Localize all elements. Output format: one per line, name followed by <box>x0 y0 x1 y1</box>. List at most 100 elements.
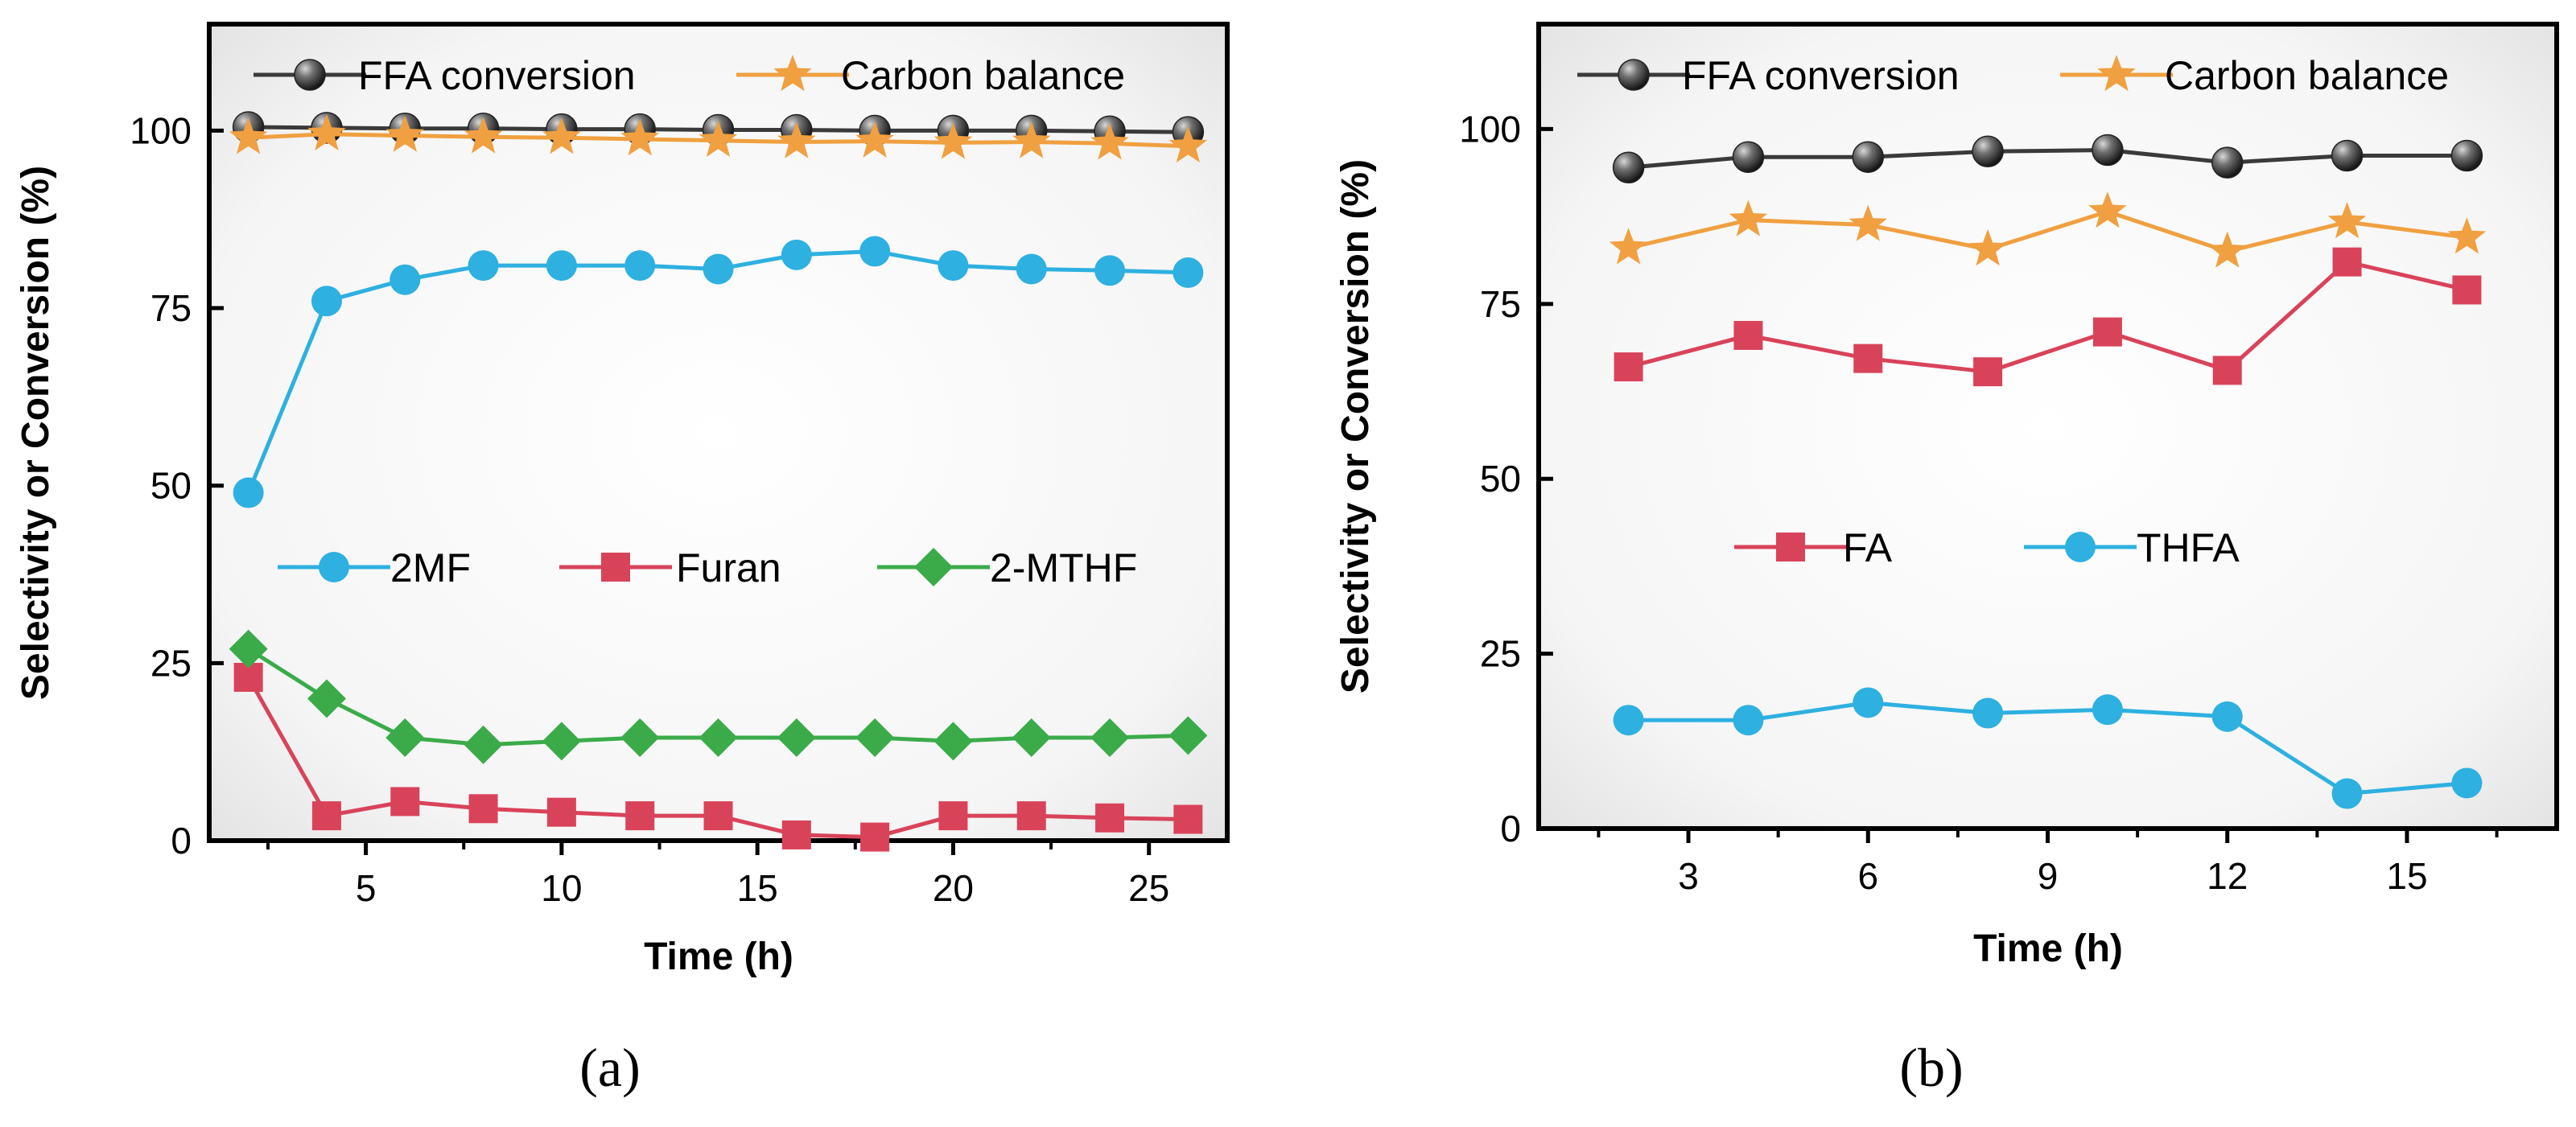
data-point <box>938 250 969 282</box>
y-tick-label: 100 <box>130 109 192 151</box>
x-tick-label: 5 <box>356 867 377 909</box>
data-point <box>1732 141 1765 173</box>
data-point <box>1095 803 1125 833</box>
x-axis-title: Time (h) <box>1973 928 2123 970</box>
x-tick-label: 20 <box>933 867 974 909</box>
data-point <box>468 794 498 824</box>
y-tick-label: 25 <box>150 642 192 684</box>
data-point <box>1612 151 1645 184</box>
legend-marker <box>914 548 953 586</box>
panel-label: (b) <box>1899 1037 1963 1098</box>
legend-marker <box>294 59 326 91</box>
legend-label: 2-MTHF <box>990 545 1137 590</box>
x-tick-label: 15 <box>737 867 778 909</box>
series-line <box>1627 260 2467 374</box>
data-point <box>938 801 968 831</box>
legend-marker <box>1618 59 1650 91</box>
series-line <box>1628 701 2467 796</box>
data-point <box>2092 694 2123 726</box>
y-axis-title: Selectivity or Conversion (%) <box>14 166 57 700</box>
data-point <box>546 250 577 282</box>
data-point <box>385 718 425 758</box>
data-point <box>699 718 738 758</box>
legend-marker <box>2065 532 2096 562</box>
data-point <box>468 250 499 282</box>
x-tick-label: 3 <box>1678 855 1699 897</box>
data-point <box>703 253 734 285</box>
series-carbon-balance <box>229 113 1208 162</box>
data-point <box>1168 125 1208 162</box>
data-point <box>2092 134 2124 167</box>
y-tick-label: 50 <box>150 465 192 507</box>
series-ffa-conversion <box>1612 134 2483 184</box>
data-point <box>1853 343 1883 373</box>
data-point <box>464 725 503 764</box>
data-point <box>1016 253 1047 285</box>
data-point <box>777 718 816 758</box>
data-point <box>1168 716 1208 755</box>
data-point <box>311 801 341 831</box>
data-point <box>1173 257 1204 288</box>
y-tick-label: 50 <box>1480 458 1521 500</box>
data-point <box>1173 804 1203 834</box>
data-point <box>855 718 895 758</box>
data-point <box>2451 767 2483 799</box>
data-point <box>1852 141 1885 173</box>
data-point <box>855 121 894 158</box>
y-axis-title: Selectivity or Conversion (%) <box>1334 159 1377 693</box>
data-point <box>229 629 268 668</box>
data-point <box>1972 135 2004 168</box>
data-point <box>2452 275 2482 305</box>
data-point <box>1094 255 1126 286</box>
data-point <box>464 117 503 154</box>
x-tick-label: 15 <box>2386 855 2427 897</box>
data-point <box>2208 231 2247 268</box>
series-fa <box>1614 247 2482 387</box>
legend-marker <box>1776 533 1805 561</box>
data-point <box>699 120 738 157</box>
y-tick-label: 0 <box>171 820 192 862</box>
data-point <box>1729 199 1768 237</box>
data-point <box>1733 320 1763 350</box>
legend-marker <box>773 55 812 92</box>
x-tick-label: 6 <box>1857 855 1878 897</box>
x-tick-label: 12 <box>2207 855 2248 897</box>
data-point <box>2332 247 2362 277</box>
data-point <box>2331 139 2364 172</box>
y-tick-label: 25 <box>1480 633 1521 675</box>
data-point <box>620 718 660 758</box>
data-point <box>1733 705 1764 736</box>
legend-label: FFA conversion <box>358 53 636 98</box>
series-line <box>1628 148 2467 170</box>
legend-top: FFA conversion Carbon balance <box>253 53 1125 98</box>
data-point <box>1973 357 2003 387</box>
data-point <box>2211 701 2243 732</box>
data-point <box>389 264 421 295</box>
data-point <box>307 679 346 718</box>
legend-label: 2MF <box>390 545 471 590</box>
data-point <box>2450 139 2483 172</box>
plot-frame <box>207 22 1230 843</box>
data-point <box>781 239 812 270</box>
series-carbon-balance <box>1609 191 2487 268</box>
data-point <box>229 117 268 154</box>
legend-marker <box>601 553 630 582</box>
series-line <box>1628 209 2467 254</box>
series-furan <box>233 663 1203 852</box>
legend-label: Furan <box>676 545 781 590</box>
data-point <box>233 477 264 508</box>
data-point <box>1968 229 2007 266</box>
data-point <box>546 797 576 827</box>
data-point <box>2331 778 2363 809</box>
data-point <box>1012 718 1051 758</box>
plot-area <box>209 24 1227 841</box>
y-tick-label: 0 <box>1500 808 1521 849</box>
series-2-mthf <box>229 629 1208 764</box>
chart-panel-a: 0 25 50 75 100 5 10 15 20 25 Time (h) Selectivity o… <box>14 22 1230 1098</box>
data-point <box>2088 191 2127 228</box>
series-thfa <box>1613 687 2483 809</box>
legend-middle: 2MF Furan 2-MTHF <box>278 545 1137 590</box>
data-point <box>1972 697 2004 729</box>
legend-top: FFA conversion Carbon balance <box>1577 53 2449 98</box>
data-point <box>859 236 891 267</box>
